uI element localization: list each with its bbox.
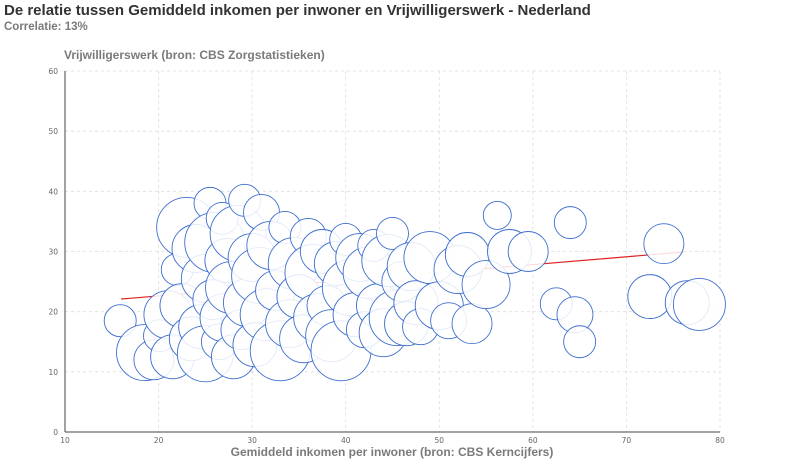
y-tick-label: 40 <box>48 187 58 196</box>
x-tick-label: 30 <box>247 436 257 445</box>
data-bubble <box>507 231 549 272</box>
y-tick-label: 50 <box>48 127 58 136</box>
bubble-layer <box>103 183 726 383</box>
x-tick-label: 20 <box>154 436 164 445</box>
data-bubble <box>451 303 493 345</box>
data-bubble <box>627 274 673 320</box>
x-tick-label: 80 <box>715 436 725 445</box>
data-bubble <box>461 260 511 310</box>
y-tick-label: 60 <box>48 67 58 76</box>
x-tick-label: 70 <box>622 436 632 445</box>
data-bubble <box>643 223 685 265</box>
data-bubble <box>376 216 409 250</box>
y-tick-label: 30 <box>48 248 58 257</box>
data-bubble <box>553 206 587 240</box>
x-tick-label: 60 <box>528 436 538 445</box>
correlation-subtitle: Correlatie: 13% <box>4 21 88 33</box>
y-tick-label: 20 <box>48 308 58 317</box>
data-bubble <box>563 325 597 359</box>
y-tick-label: 0 <box>53 428 58 437</box>
data-bubble <box>672 277 726 331</box>
x-tick-label: 40 <box>341 436 351 445</box>
x-tick-label: 50 <box>435 436 445 445</box>
y-axis-label: Vrijwilligerswerk (bron: CBS Zorgstatist… <box>64 48 325 62</box>
chart-title: De relatie tussen Gemiddeld inkomen per … <box>4 2 591 19</box>
x-axis-label: Gemiddeld inkomen per inwoner (bron: CBS… <box>231 445 554 459</box>
data-bubble <box>482 200 512 230</box>
x-tick-label: 10 <box>60 436 70 445</box>
data-bubble <box>103 304 137 338</box>
y-tick-label: 10 <box>48 368 58 377</box>
